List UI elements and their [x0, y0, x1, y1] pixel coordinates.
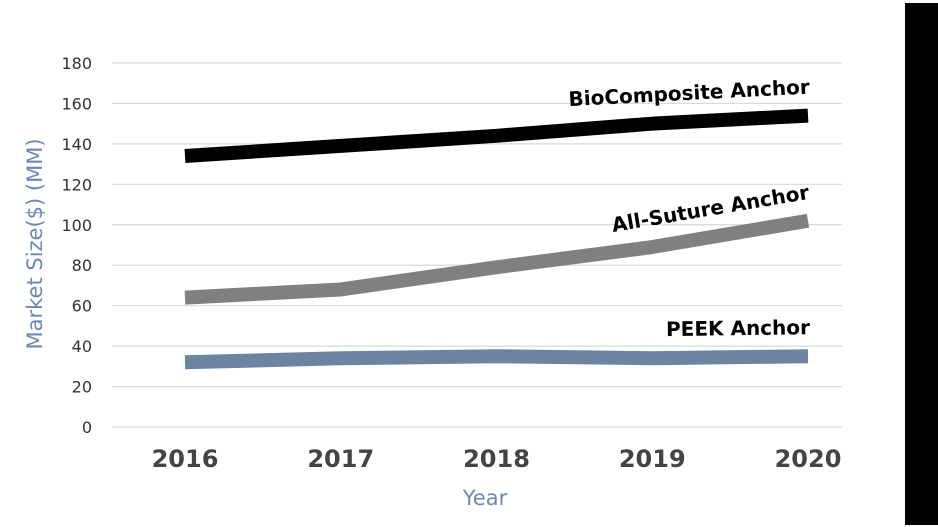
- y-tick-label: 180: [61, 54, 92, 73]
- y-axis-ticks: 0 20 40 60 80 100 120 140 160 180: [61, 54, 92, 437]
- series-line: [184, 213, 810, 305]
- y-tick-label: 100: [61, 216, 92, 235]
- x-axis-ticks: 2016 2017 2018 2019 2020: [152, 445, 842, 473]
- y-tick-label: 60: [72, 297, 92, 316]
- y-tick-label: 40: [72, 337, 92, 356]
- series-line: [184, 349, 809, 370]
- series-label: PEEK Anchor: [666, 315, 810, 341]
- series-lines: [184, 108, 810, 370]
- y-tick-label: 0: [82, 418, 92, 437]
- x-axis-title: Year: [462, 486, 508, 510]
- y-tick-label: 20: [72, 378, 92, 397]
- y-tick-label: 120: [61, 175, 92, 194]
- y-tick-label: 80: [72, 256, 92, 275]
- right-edge-bar: [905, 3, 938, 525]
- y-axis-title: Market Size($) (MM): [23, 138, 47, 349]
- x-tick-label: 2018: [463, 445, 530, 473]
- x-tick-label: 2017: [307, 445, 374, 473]
- series-label: BioComposite Anchor: [568, 75, 810, 111]
- series-line: [184, 108, 809, 164]
- y-tick-label: 160: [61, 94, 92, 113]
- x-tick-label: 2016: [152, 445, 219, 473]
- x-tick-label: 2019: [619, 445, 686, 473]
- x-tick-label: 2020: [775, 445, 842, 473]
- y-tick-label: 140: [61, 135, 92, 154]
